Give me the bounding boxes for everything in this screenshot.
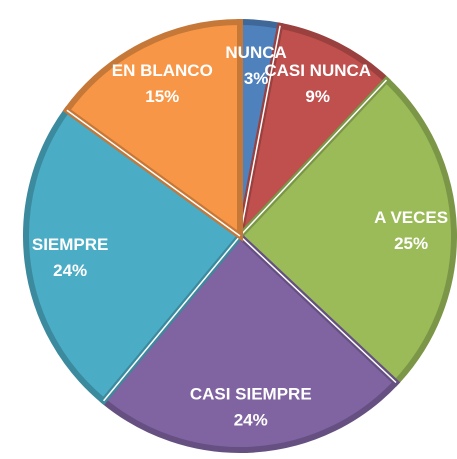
slice-value: 9% bbox=[305, 87, 330, 106]
slice-label: CASI NUNCA bbox=[264, 61, 371, 80]
pie-slice bbox=[23, 106, 245, 406]
slice-value: 25% bbox=[394, 234, 428, 253]
slice-edge bbox=[239, 79, 388, 237]
slice-value: 3% bbox=[244, 69, 269, 88]
slice-label: EN BLANCO bbox=[112, 61, 213, 80]
pie-slice bbox=[99, 231, 401, 453]
slice-value: 24% bbox=[53, 261, 87, 280]
slice-value: 15% bbox=[145, 87, 179, 106]
slice-edge bbox=[103, 235, 241, 402]
slice-label: A VECES bbox=[374, 208, 448, 227]
slice-value: 24% bbox=[234, 410, 268, 429]
slice-edge bbox=[66, 109, 241, 237]
slice-label: NUNCA bbox=[225, 43, 286, 62]
pie-slice bbox=[62, 18, 243, 242]
slice-edge bbox=[239, 25, 281, 237]
pie-slice bbox=[235, 75, 457, 387]
pie-slice bbox=[235, 22, 391, 246]
slice-label: CASI SIEMPRE bbox=[190, 384, 312, 403]
slice-label: SIEMPRE bbox=[32, 235, 109, 254]
slice-edge bbox=[239, 235, 397, 384]
